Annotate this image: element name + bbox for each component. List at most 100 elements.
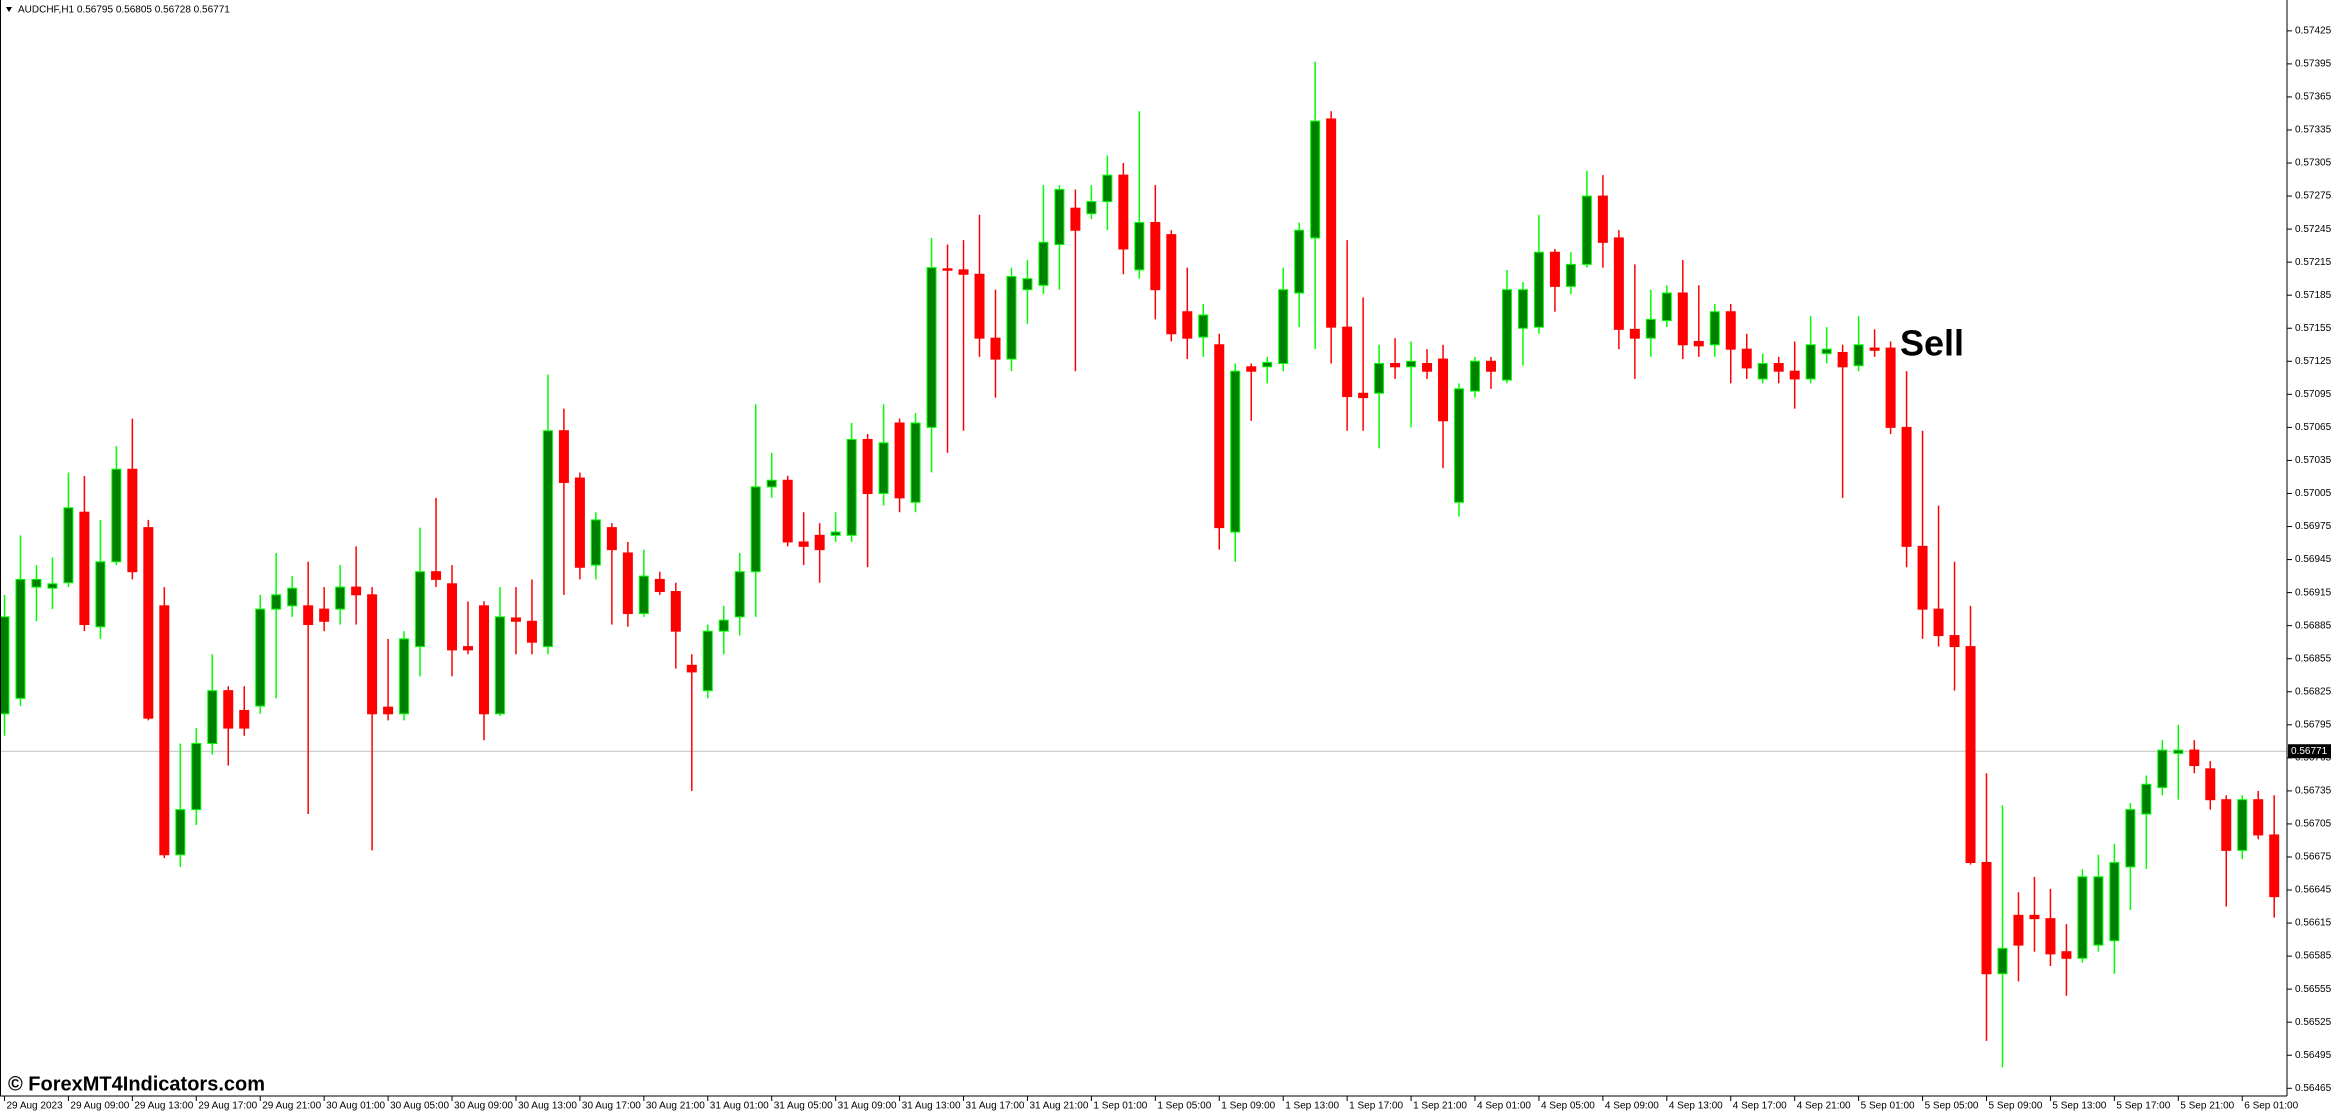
candle-body xyxy=(2253,799,2264,836)
candle-body xyxy=(127,468,138,573)
candle-body xyxy=(255,608,266,707)
y-tick-label: 0.57395 xyxy=(2295,59,2331,70)
candle-body xyxy=(1661,292,1672,322)
candle-body xyxy=(2141,783,2152,815)
y-tick-label: 0.57305 xyxy=(2295,158,2331,169)
x-tick-label: 30 Aug 13:00 xyxy=(518,1101,577,1112)
x-tick-label: 1 Sep 17:00 xyxy=(1349,1101,1403,1112)
candle-body xyxy=(1406,360,1417,368)
candle-body xyxy=(1422,362,1433,372)
x-tick-label: 1 Sep 09:00 xyxy=(1221,1101,1275,1112)
candle-body xyxy=(1438,358,1449,422)
candle-body xyxy=(1581,195,1592,265)
candle-body xyxy=(79,511,90,626)
candle-body xyxy=(63,507,74,584)
y-tick-label: 0.56675 xyxy=(2295,852,2331,863)
chart-header: AUDCHF,H1 0.56795 0.56805 0.56728 0.5677… xyxy=(18,5,230,16)
y-tick-label: 0.57095 xyxy=(2295,389,2331,400)
x-tick-label: 29 Aug 09:00 xyxy=(70,1101,129,1112)
candle-body xyxy=(2269,834,2280,898)
candle-body xyxy=(159,605,170,856)
candle-body xyxy=(1549,251,1560,287)
candle-body xyxy=(2221,799,2232,851)
x-tick-label: 31 Aug 01:00 xyxy=(710,1101,769,1112)
candle-body xyxy=(1613,237,1624,330)
candle-body xyxy=(1709,311,1720,346)
x-tick-label: 29 Aug 13:00 xyxy=(134,1101,193,1112)
x-tick-label: 6 Sep 01:00 xyxy=(2244,1101,2298,1112)
candle-body xyxy=(2125,809,2136,868)
candle-body xyxy=(1134,222,1145,271)
y-tick-label: 0.57215 xyxy=(2295,257,2331,268)
candle-body xyxy=(303,605,314,626)
candle-body xyxy=(2061,951,2072,959)
watermark: © ForexMT4Indicators.com xyxy=(8,1073,265,1095)
candle-body xyxy=(1038,241,1049,286)
candle-body xyxy=(878,442,889,494)
x-tick-label: 31 Aug 09:00 xyxy=(838,1101,897,1112)
candle-body xyxy=(638,575,649,615)
candle-body xyxy=(1150,222,1161,291)
y-tick-label: 0.56945 xyxy=(2295,554,2331,565)
candle-body xyxy=(1565,263,1576,287)
candle-body xyxy=(143,527,154,719)
current-price-box xyxy=(2288,744,2331,759)
candle-body xyxy=(1869,347,1880,351)
candle-body xyxy=(734,571,745,618)
candle-body xyxy=(0,616,10,715)
candle-body xyxy=(1198,314,1209,338)
candle-body xyxy=(1853,344,1864,367)
candle-body xyxy=(1102,174,1113,203)
candle-body xyxy=(1358,392,1369,399)
candle-body xyxy=(271,594,282,610)
candle-body xyxy=(942,268,953,271)
candle-body xyxy=(1741,348,1752,369)
candle-body xyxy=(2045,918,2056,955)
candle-body xyxy=(191,743,202,811)
annotation: Sell xyxy=(1900,323,1964,364)
y-tick-label: 0.56495 xyxy=(2295,1050,2331,1061)
candle-body xyxy=(1725,311,1736,350)
candle-body xyxy=(111,468,122,563)
candle-body xyxy=(383,706,394,715)
candle-body xyxy=(1278,289,1289,364)
candle-body xyxy=(2189,749,2200,767)
x-tick-label: 5 Sep 21:00 xyxy=(2180,1101,2234,1112)
candle-body xyxy=(2237,799,2248,851)
candle-body xyxy=(974,273,985,339)
x-tick-label: 30 Aug 09:00 xyxy=(454,1101,513,1112)
x-tick-label: 1 Sep 13:00 xyxy=(1285,1101,1339,1112)
candle-body xyxy=(2093,876,2104,946)
candle-body xyxy=(1182,311,1193,339)
candle-body xyxy=(478,605,489,715)
candle-body xyxy=(782,479,793,543)
y-tick-label: 0.57425 xyxy=(2295,25,2331,36)
candle-body xyxy=(1054,188,1065,246)
candle-body xyxy=(1501,289,1512,381)
candle-body xyxy=(1086,201,1097,215)
candle-body xyxy=(1805,344,1816,380)
x-tick-label: 5 Sep 01:00 xyxy=(1861,1101,1915,1112)
y-tick-label: 0.56615 xyxy=(2295,918,2331,929)
candle-body xyxy=(1981,861,1992,975)
candle-body xyxy=(2173,749,2184,754)
candle-body xyxy=(1965,646,1976,863)
y-tick-label: 0.56915 xyxy=(2295,587,2331,598)
y-tick-label: 0.57005 xyxy=(2295,488,2331,499)
candle-body xyxy=(1374,362,1385,394)
y-tick-label: 0.56525 xyxy=(2295,1017,2331,1028)
candle-body xyxy=(1485,360,1496,372)
plot-area xyxy=(0,61,2287,1068)
candle-body xyxy=(47,583,58,589)
candle-body xyxy=(1949,635,1960,648)
y-tick-label: 0.57065 xyxy=(2295,422,2331,433)
x-tick-label: 4 Sep 13:00 xyxy=(1669,1101,1723,1112)
candle-body xyxy=(1933,608,1944,637)
candle-body xyxy=(622,552,633,615)
candle-body xyxy=(766,479,777,488)
candle-body xyxy=(1885,347,1896,428)
candle-body xyxy=(207,690,218,745)
candle-body xyxy=(1693,340,1704,347)
candle-body xyxy=(750,486,761,573)
